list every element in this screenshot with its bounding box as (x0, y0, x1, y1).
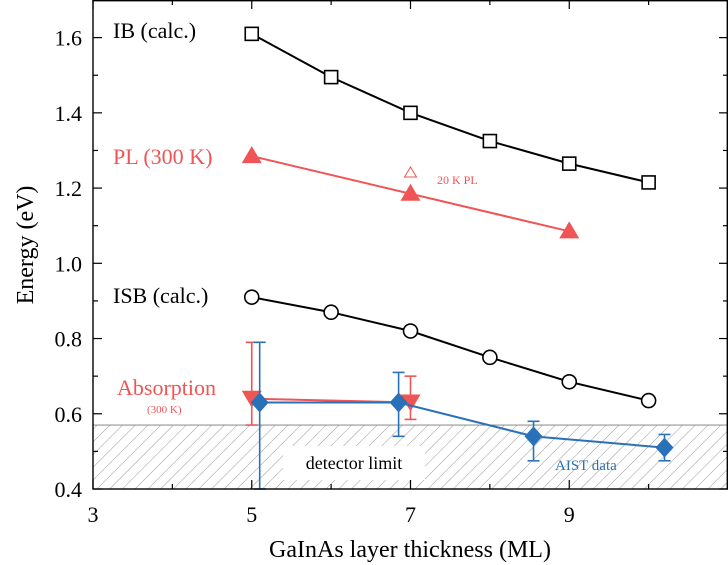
data-point (482, 133, 498, 149)
y-tick-label: 1.4 (55, 101, 83, 126)
data-point (389, 392, 408, 413)
data-point (559, 221, 580, 239)
data-point (403, 166, 418, 178)
label-pl-300k: PL (300 K) (113, 144, 212, 169)
data-point (250, 392, 269, 413)
data-point (323, 304, 339, 321)
label-absorption-300k: (300 K) (147, 404, 182, 416)
x-tick-label: 5 (246, 502, 257, 527)
plot-area (241, 26, 674, 490)
label-20k-pl: 20 K PL (437, 173, 478, 187)
series-ib-calc (244, 26, 656, 190)
data-point (241, 146, 262, 164)
y-tick-label: 0.8 (55, 327, 83, 352)
label-absorption: Absorption (117, 375, 216, 400)
x-tick-label: 3 (88, 502, 99, 527)
series-isb-calc (243, 289, 657, 409)
data-point (640, 392, 657, 409)
series-aist-data (250, 341, 674, 490)
data-point (241, 390, 262, 408)
data-point (655, 437, 674, 458)
x-tick-label: 9 (564, 502, 575, 527)
series-pl-300-k (241, 146, 580, 239)
data-point (524, 426, 543, 447)
data-point (641, 175, 656, 190)
x-axis-title: GaInAs layer thickness (ML) (269, 537, 551, 563)
y-tick-label: 1.6 (55, 26, 83, 51)
x-tick-label: 7 (405, 502, 416, 527)
y-axis-title: Energy (eV) (13, 186, 39, 305)
data-point (244, 26, 260, 42)
y-tick-label: 0.4 (55, 477, 83, 502)
series-line (251, 296, 649, 402)
data-point (561, 156, 577, 171)
series-line (259, 401, 665, 449)
data-point (243, 289, 260, 305)
label-isb-calc: ISB (calc.) (113, 283, 208, 308)
series-line (251, 32, 649, 184)
data-point (400, 183, 421, 201)
data-point (561, 373, 578, 390)
y-tick-label: 1.2 (55, 176, 83, 201)
data-point (403, 105, 418, 121)
data-point (402, 323, 419, 339)
data-point (323, 69, 339, 85)
detector-limit-label: detector limit (306, 453, 402, 473)
series-20k-pl (403, 166, 418, 178)
data-point (482, 349, 498, 366)
axis-ticks: 3 5 7 9 0.4 0.6 0.8 1.0 1.2 1.4 1.6 (55, 0, 728, 527)
data-point (400, 394, 421, 412)
y-tick-label: 0.6 (55, 402, 83, 427)
series-absorption (241, 341, 421, 426)
label-ib-calc: IB (calc.) (113, 18, 196, 43)
detector-limit-label-bg (283, 446, 425, 480)
label-aist-data: AIST data (555, 458, 617, 474)
y-tick-label: 1.0 (55, 251, 83, 276)
